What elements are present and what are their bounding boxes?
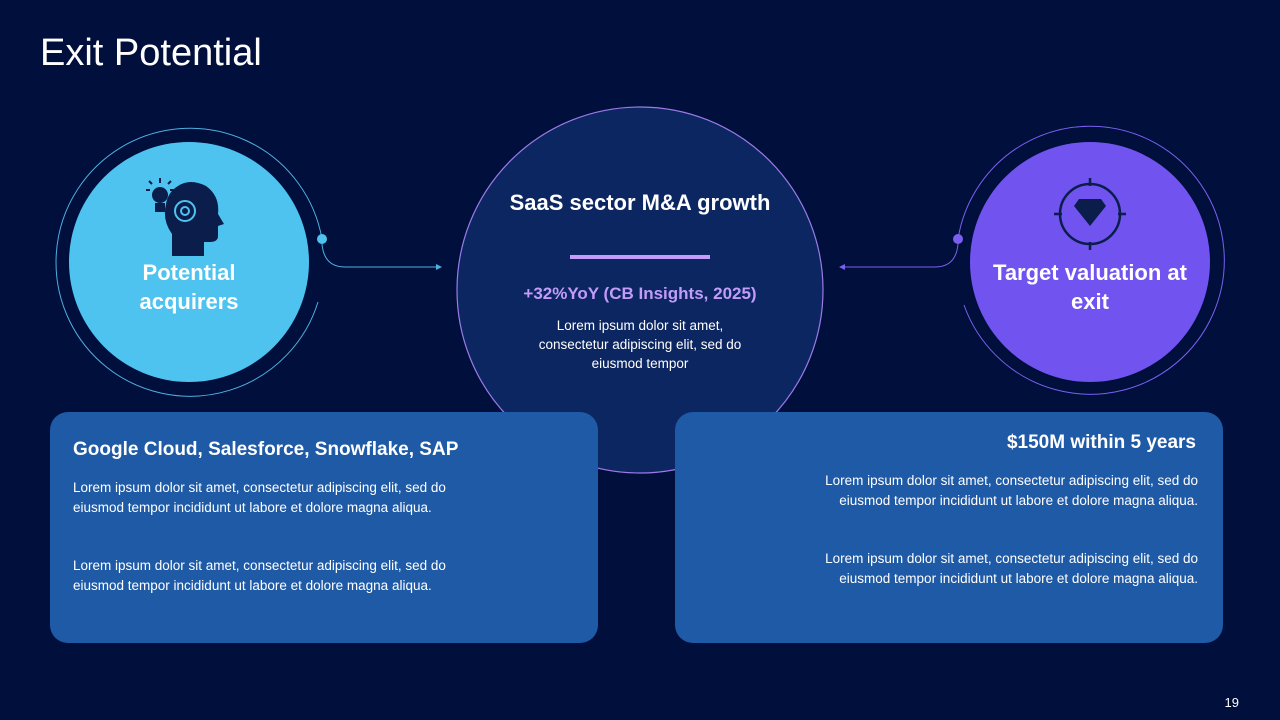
page-title: Exit Potential (40, 32, 262, 74)
right-connector-arrow (842, 243, 959, 268)
left-connector-arrow (321, 243, 440, 268)
left-ring (55, 127, 323, 397)
left-circle-label: Potential acquirers (139, 260, 239, 314)
right-connector-dot (953, 234, 963, 244)
center-title: SaaS sector M&A growth (509, 190, 771, 215)
left-connector-dot (317, 234, 327, 244)
right-circle (970, 142, 1210, 382)
center-body: Lorem ipsum dolor sit amet, consectetur … (538, 318, 742, 371)
right-info-box: $150M within 5 years Lorem ipsum dolor s… (675, 412, 1223, 643)
right-box-paragraph: Lorem ipsum dolor sit amet, consectetur … (825, 473, 1198, 508)
left-info-box: Google Cloud, Salesforce, Snowflake, SAP… (50, 412, 598, 643)
left-box-heading: Google Cloud, Salesforce, Snowflake, SAP (73, 439, 459, 460)
left-circle (69, 142, 309, 382)
left-box-paragraph: Lorem ipsum dolor sit amet, consectetur … (73, 480, 446, 515)
right-box-paragraph: Lorem ipsum dolor sit amet, consectetur … (825, 551, 1198, 586)
right-ring (957, 125, 1225, 395)
center-divider (570, 255, 710, 259)
left-box-paragraph: Lorem ipsum dolor sit amet, consectetur … (73, 558, 446, 593)
right-box-heading: $150M within 5 years (1006, 432, 1196, 453)
diamond-target-icon (1054, 178, 1126, 250)
right-circle-label: Target valuation at exit (993, 260, 1187, 314)
center-stat: +32%YoY (CB Insights, 2025) (523, 284, 757, 303)
head-lightbulb-gear-icon (146, 178, 224, 256)
page-number: 19 (1224, 695, 1239, 710)
center-circle (456, 106, 824, 474)
